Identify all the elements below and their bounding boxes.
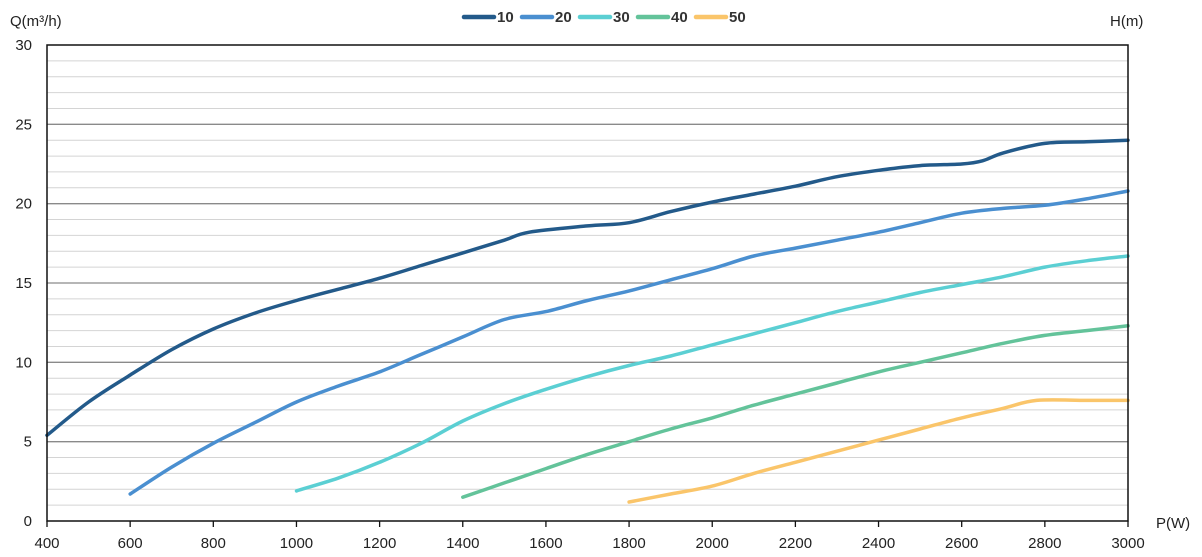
x-tick-label: 1200 bbox=[363, 535, 396, 552]
y-axis-title: Q(m³/h) bbox=[10, 13, 62, 30]
x-tick-label: 3000 bbox=[1111, 535, 1144, 552]
x-tick-label: 2400 bbox=[862, 535, 895, 552]
legend-label-10: 10 bbox=[497, 9, 514, 26]
x-tick-label: 800 bbox=[201, 535, 226, 552]
plot-frame bbox=[46, 44, 1129, 522]
x-tick-label: 2800 bbox=[1028, 535, 1061, 552]
series-line-20 bbox=[128, 189, 1130, 496]
x-axis-title: P(W) bbox=[1156, 515, 1190, 532]
x-tick-label: 1800 bbox=[612, 535, 645, 552]
y-tick-label: 10 bbox=[15, 354, 32, 371]
y-tick-label: 30 bbox=[15, 37, 32, 54]
x-tick-label: 1600 bbox=[529, 535, 562, 552]
series-line-10 bbox=[45, 138, 1130, 438]
series-line-50 bbox=[627, 398, 1130, 504]
y-tick-label: 15 bbox=[15, 275, 32, 292]
y-tick-labels: 0 5 10 15 20 25 30 bbox=[15, 37, 32, 530]
legend-label-30: 30 bbox=[613, 9, 630, 26]
x-tick-label: 400 bbox=[34, 535, 59, 552]
legend-label-20: 20 bbox=[555, 9, 572, 26]
series-line-40 bbox=[461, 324, 1130, 499]
x-tick-label: 2000 bbox=[696, 535, 729, 552]
y-tick-label: 25 bbox=[15, 116, 32, 133]
series-lines bbox=[45, 138, 1130, 504]
legend-label-50: 50 bbox=[729, 9, 746, 26]
y-tick-label: 0 bbox=[24, 513, 32, 530]
x-tick-label: 600 bbox=[118, 535, 143, 552]
x-tick-labels: 400 600 800 1000 1200 1400 1600 1800 2000 2200 240… bbox=[34, 521, 1145, 552]
y-tick-label: 20 bbox=[15, 196, 32, 213]
x-tick-label: 2600 bbox=[945, 535, 978, 552]
legend: 10 20 30 40 50 bbox=[461, 9, 746, 26]
x-tick-label: 1000 bbox=[280, 535, 313, 552]
x-tick-label: 1400 bbox=[446, 535, 479, 552]
x-tick-label: 2200 bbox=[779, 535, 812, 552]
legend-title: H(m) bbox=[1110, 13, 1143, 30]
legend-label-40: 40 bbox=[671, 9, 688, 26]
series-line-30 bbox=[294, 254, 1130, 493]
y-tick-label: 5 bbox=[24, 434, 32, 451]
